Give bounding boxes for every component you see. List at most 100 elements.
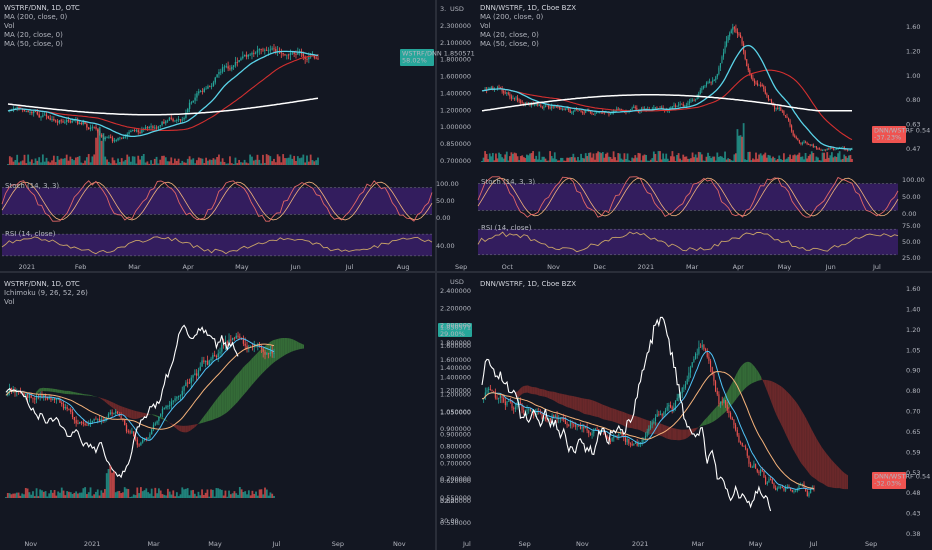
volume-bar (201, 489, 203, 498)
volume-bar (170, 157, 173, 165)
volume-bar (710, 158, 713, 162)
cloud-segment (744, 362, 747, 390)
candle-body (642, 108, 644, 110)
volume-bar (295, 160, 297, 165)
volume-bar (679, 158, 682, 162)
cloud-segment (221, 391, 224, 417)
price-tick-label: 0.550000 (440, 519, 471, 527)
candle-body (785, 487, 787, 491)
volume-bar (137, 155, 140, 165)
candle-body (756, 468, 758, 472)
candle-body (605, 112, 607, 114)
cloud-segment (816, 437, 818, 481)
cloud-segment (106, 399, 108, 405)
volume-bar (51, 160, 53, 165)
cloud-segment (111, 401, 114, 409)
volume-bar (53, 489, 56, 498)
candle-body (46, 396, 49, 400)
candle-body (623, 436, 625, 438)
candle-body (582, 112, 584, 114)
candle-body (45, 114, 48, 117)
cloud-segment (524, 385, 527, 394)
candle-body (546, 419, 548, 421)
candle-body (795, 137, 797, 139)
candle-body (160, 414, 162, 417)
candle-body (546, 105, 548, 107)
candle-body (239, 336, 241, 338)
candle-body (107, 414, 110, 418)
volume-bar (131, 496, 133, 498)
candle-body (190, 102, 193, 104)
time-tick-label: May (778, 263, 792, 271)
volume-bar (60, 158, 63, 165)
time-tick-label: Nov (547, 263, 560, 271)
time-axis: 2021 Feb Mar Apr May Jun Jul Aug (19, 263, 410, 271)
cloud-segment (841, 470, 843, 489)
candle-body (49, 118, 51, 120)
cloud-segment (239, 370, 242, 401)
cloud-segment (739, 366, 742, 395)
ma200-line (7, 97, 319, 116)
volume-bar (581, 157, 584, 162)
indicator-label: Vol (480, 22, 491, 30)
candle-body (750, 73, 752, 78)
indicator-label: MA (20, close, 0) (4, 31, 63, 39)
volume-bar (68, 491, 70, 498)
price-tag-change: 29.00% (440, 330, 465, 338)
volume-bar (54, 162, 57, 165)
candle-body (486, 389, 488, 393)
cloud-segment (251, 356, 254, 386)
volume-bar (711, 156, 714, 162)
cloud-segment (246, 362, 249, 392)
candle-body (80, 422, 83, 423)
candle-body (811, 144, 813, 146)
candle-body (849, 149, 852, 151)
volume-bar (38, 157, 41, 165)
volume-bar (175, 492, 178, 498)
volume-bar (656, 160, 658, 162)
candle-body (117, 137, 119, 141)
candle-body (518, 100, 520, 102)
volume-bar (122, 492, 124, 498)
candle-body (784, 115, 786, 117)
candle-body (93, 126, 95, 128)
cloud-segment (674, 428, 677, 441)
candle-body (47, 116, 50, 119)
volume-bar (100, 490, 103, 498)
volume-bar (19, 495, 22, 498)
candle-body (630, 109, 632, 111)
candle-body (506, 92, 508, 94)
volume-bar (824, 158, 827, 162)
cloud-segment (639, 417, 642, 431)
candle-body (98, 418, 101, 422)
candle-body (611, 112, 613, 114)
volume-bar (190, 490, 193, 498)
cloud-segment (253, 354, 256, 383)
price-tick-label: 1.600000 (440, 73, 471, 81)
volume-bar (185, 162, 187, 165)
volume-bar (199, 158, 202, 165)
chart-panel-bottom-right[interactable]: DNN/WSTRF, 1D, Cboe BZXUSD2.4000002.2000… (440, 278, 930, 548)
candle-body (586, 426, 588, 431)
ichimoku-cloud (36, 337, 304, 433)
candle-body (496, 87, 499, 89)
volume-bar (560, 157, 562, 162)
time-tick-label: May (208, 540, 222, 548)
cloud-segment (206, 409, 209, 422)
candle-body (775, 487, 777, 490)
cloud-segment (517, 389, 520, 399)
candle-body (42, 115, 44, 117)
candle-body (71, 411, 74, 418)
candle-body (78, 122, 81, 124)
candle-body (302, 53, 305, 57)
candle-body (91, 126, 94, 128)
volume-bar (750, 160, 753, 162)
candle-body (743, 445, 745, 447)
cloud-segment (539, 388, 542, 397)
candle-body (187, 108, 189, 113)
cloud-segment (197, 421, 200, 425)
candle-body (273, 353, 275, 355)
